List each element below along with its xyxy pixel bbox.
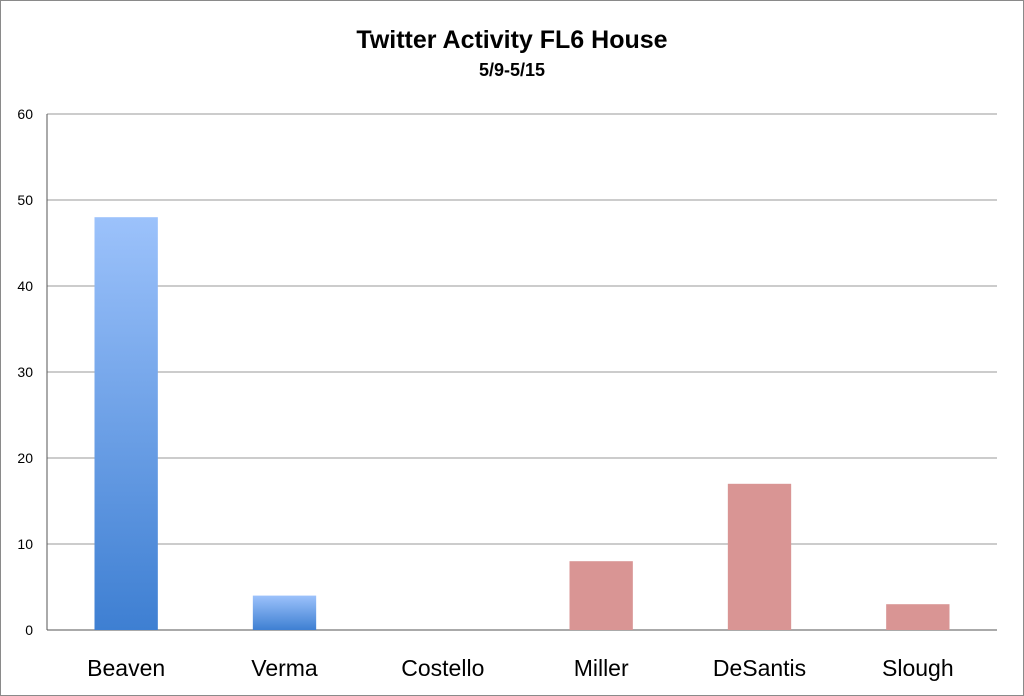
x-tick-label: Verma xyxy=(251,655,318,681)
y-axis-ticks: 0 10 20 30 40 50 60 xyxy=(17,106,33,638)
bar-beaven xyxy=(94,217,158,630)
gridlines xyxy=(46,113,997,631)
y-tick-label: 0 xyxy=(25,622,33,638)
bar-slough xyxy=(886,604,950,630)
bar-miller xyxy=(569,561,633,630)
y-tick-label: 40 xyxy=(17,278,33,294)
y-tick-label: 10 xyxy=(17,536,33,552)
x-tick-label: Slough xyxy=(882,655,954,681)
x-tick-label: Beaven xyxy=(87,655,165,681)
y-tick-label: 30 xyxy=(17,364,33,380)
x-tick-label: Costello xyxy=(401,655,484,681)
chart-title: Twitter Activity FL6 House xyxy=(356,26,668,54)
bar-desantis xyxy=(727,483,792,630)
bar-verma xyxy=(252,595,317,630)
x-axis-ticks: Beaven Verma Costello Miller DeSantis Slough xyxy=(87,655,953,681)
chart-subtitle: 5/9-5/15 xyxy=(478,60,546,80)
x-tick-label: DeSantis xyxy=(713,655,806,681)
bars xyxy=(94,217,950,630)
y-tick-label: 60 xyxy=(17,106,33,122)
y-tick-label: 50 xyxy=(17,192,33,208)
y-tick-label: 20 xyxy=(17,450,33,466)
x-tick-label: Miller xyxy=(574,655,629,681)
